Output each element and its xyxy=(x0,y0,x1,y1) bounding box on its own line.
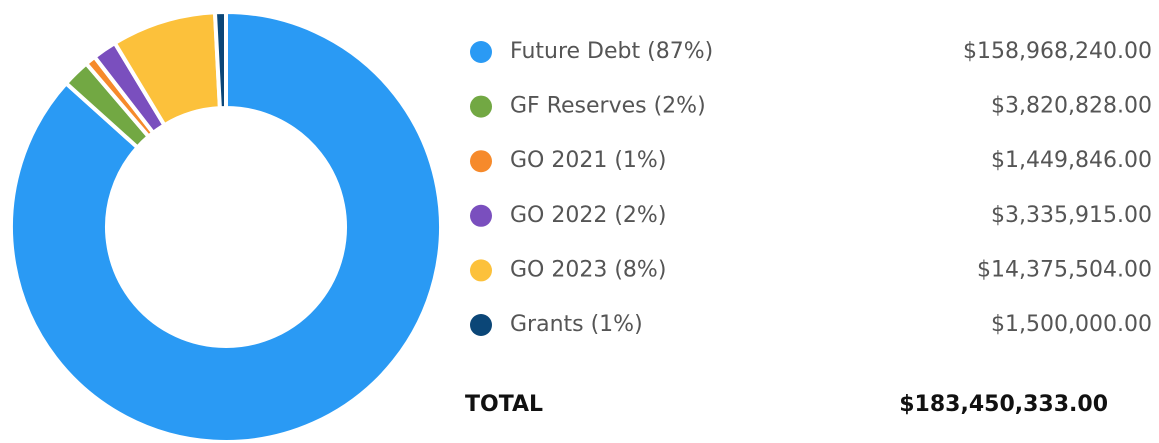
legend-swatch xyxy=(470,150,492,173)
total-value: $183,450,333.00 xyxy=(899,392,1108,417)
legend-label: Grants (1%) xyxy=(510,312,643,337)
legend-swatch xyxy=(470,314,492,336)
legend-swatch xyxy=(470,41,492,63)
value-label: $1,500,000.00 xyxy=(991,312,1152,337)
value-label: $3,335,915.00 xyxy=(991,203,1152,228)
value-label: $3,820,828.00 xyxy=(991,94,1152,119)
legend-swatch xyxy=(470,204,492,227)
legend-label: GO 2022 (2%) xyxy=(510,203,666,228)
legend-label: GO 2021 (1%) xyxy=(510,148,666,173)
value-label: $14,375,504.00 xyxy=(977,257,1152,282)
legend-swatch xyxy=(470,259,492,282)
legend-label: GO 2023 (8%) xyxy=(510,257,666,282)
legend-label: Future Debt (87%) xyxy=(510,39,713,64)
donut-slice xyxy=(212,10,228,111)
legend-label: GF Reserves (2%) xyxy=(510,94,706,119)
legend-swatch xyxy=(470,95,492,118)
donut-slice xyxy=(9,10,443,443)
total-label: TOTAL xyxy=(465,392,543,417)
value-label: $1,449,846.00 xyxy=(991,148,1152,173)
value-label: $158,968,240.00 xyxy=(963,39,1152,64)
